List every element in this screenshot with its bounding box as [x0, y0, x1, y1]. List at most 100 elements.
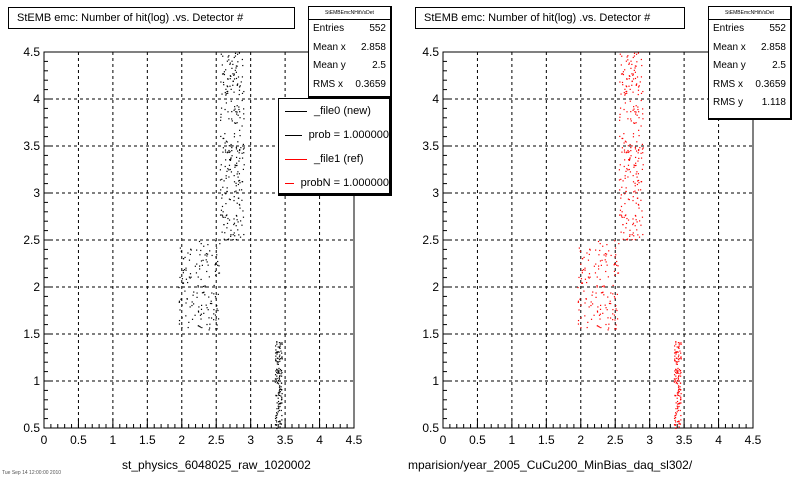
data-point [587, 276, 590, 278]
data-point [279, 360, 281, 362]
data-point [228, 164, 231, 166]
data-point [641, 168, 643, 171]
data-point [623, 142, 625, 144]
data-point [238, 108, 240, 111]
data-point [638, 111, 640, 113]
data-point [634, 67, 636, 69]
stats-row-mean-x: Mean x 2.858 [313, 41, 386, 53]
data-point [216, 324, 218, 326]
data-point [213, 313, 215, 315]
data-point [181, 327, 183, 329]
data-point [676, 381, 678, 383]
data-point [189, 253, 191, 256]
data-point [216, 328, 218, 330]
data-point [612, 319, 614, 321]
data-point [590, 318, 593, 320]
data-point [233, 78, 236, 80]
data-point [241, 152, 243, 154]
data-point [676, 383, 679, 385]
data-point [623, 216, 625, 219]
data-point [679, 386, 681, 388]
data-point [214, 314, 217, 316]
data-point [610, 302, 612, 305]
data-point [277, 381, 279, 383]
data-point [675, 427, 677, 430]
data-point [233, 91, 235, 93]
data-point [628, 62, 630, 64]
x-tick-label: 4.5 [745, 433, 762, 447]
data-point [673, 417, 676, 419]
data-point [276, 351, 278, 353]
data-point [679, 389, 682, 391]
data-point [220, 189, 222, 191]
data-point [231, 147, 233, 149]
data-point [276, 363, 279, 365]
data-point [226, 141, 228, 143]
data-point [628, 159, 630, 161]
data-point [677, 356, 680, 358]
data-point [225, 215, 227, 217]
data-point [632, 133, 635, 135]
data-point [675, 369, 677, 371]
data-point [638, 207, 640, 209]
data-point [219, 169, 222, 171]
data-point [236, 192, 238, 194]
data-point [215, 319, 217, 321]
data-point [275, 380, 277, 382]
data-point [626, 78, 628, 80]
data-point [632, 196, 634, 198]
data-point [627, 169, 629, 171]
data-point [627, 145, 629, 147]
data-point [674, 358, 676, 360]
data-point [235, 238, 237, 241]
data-point [229, 151, 231, 153]
data-point [634, 71, 637, 73]
data-point [231, 118, 233, 120]
data-point [676, 371, 678, 373]
data-point [196, 249, 198, 251]
data-point [607, 296, 609, 298]
data-point [624, 215, 626, 217]
data-point [281, 375, 283, 377]
data-point [243, 113, 245, 115]
data-point [631, 234, 633, 236]
data-point [603, 294, 605, 296]
data-point [279, 423, 281, 425]
data-point [680, 358, 682, 360]
data-point [182, 272, 184, 274]
data-point [211, 254, 213, 257]
x-tick-label: 3.5 [676, 433, 693, 447]
data-point [208, 276, 210, 278]
data-point [676, 357, 678, 360]
data-point [677, 342, 680, 344]
data-point [200, 260, 203, 262]
data-point [231, 111, 233, 113]
data-point [234, 235, 236, 237]
data-point [674, 417, 677, 419]
data-point [678, 402, 681, 404]
data-point [226, 227, 228, 229]
data-point [674, 379, 676, 381]
data-point [221, 214, 223, 216]
data-point [190, 276, 192, 278]
data-point [222, 73, 225, 75]
data-point [278, 390, 280, 392]
data-point [618, 179, 621, 181]
data-point [636, 229, 638, 231]
data-point [276, 382, 278, 384]
data-point [678, 380, 680, 382]
data-point [227, 78, 229, 80]
data-point [196, 263, 198, 265]
data-point [612, 309, 614, 311]
data-point [596, 325, 598, 327]
data-point [280, 342, 282, 344]
data-point [222, 186, 224, 188]
data-point [638, 148, 640, 151]
data-point [621, 151, 623, 153]
data-point [592, 303, 594, 305]
data-point [602, 312, 604, 314]
data-point [678, 423, 680, 425]
data-point [582, 269, 585, 271]
data-point [205, 304, 207, 306]
data-point [240, 147, 242, 149]
